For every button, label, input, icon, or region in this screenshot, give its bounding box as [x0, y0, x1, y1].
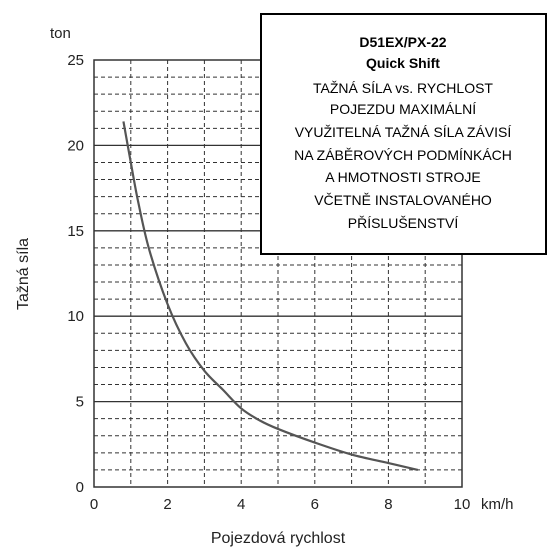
y-unit-label: ton — [50, 25, 71, 42]
x-tick-label: 10 — [454, 496, 471, 513]
x-axis-label: Pojezdová rychlost — [211, 530, 346, 547]
curve-group — [122, 121, 419, 471]
legend-box: D51EX/PX-22 Quick Shift TAŽNÁ SÍLA vs. R… — [260, 13, 547, 255]
x-tick-label: 8 — [384, 496, 392, 513]
x-tick-label: 0 — [90, 496, 98, 513]
legend-line-4: NA ZÁBĚROVÝCH PODMÍNKÁCH — [294, 147, 512, 163]
y-tick-label: 0 — [76, 479, 84, 496]
legend-frame — [260, 13, 547, 255]
legend-title-line-1: D51EX/PX-22 — [359, 34, 446, 50]
y-axis-label: Tažná síla — [15, 238, 32, 310]
legend-line-2: POJEZDU MAXIMÁLNÍ — [330, 101, 476, 117]
legend-line-1: TAŽNÁ SÍLA vs. RYCHLOST — [313, 80, 493, 96]
y-tick-label: 5 — [76, 394, 84, 411]
legend-line-7: PŘÍSLUŠENSTVÍ — [348, 215, 459, 231]
legend-title-line-2: Quick Shift — [366, 55, 440, 71]
legend-line-5: A HMOTNOSTI STROJE — [325, 169, 481, 185]
y-tick-label: 25 — [67, 52, 84, 69]
x-tick-label: 6 — [311, 496, 319, 513]
y-tick-label: 10 — [67, 308, 84, 325]
traction-curve — [122, 121, 419, 471]
x-unit-label: km/h — [481, 496, 514, 513]
y-tick-label: 20 — [67, 137, 84, 154]
ticks: 0 2 4 6 8 10 0 5 10 15 20 25 — [67, 52, 470, 513]
x-tick-label: 4 — [237, 496, 245, 513]
legend-line-3: VYUŽITELNÁ TAŽNÁ SÍLA ZÁVISÍ — [295, 124, 512, 140]
x-tick-label: 2 — [163, 496, 171, 513]
y-tick-label: 15 — [67, 223, 84, 240]
legend-line-6: VČETNĚ INSTALOVANÉHO — [314, 192, 492, 208]
